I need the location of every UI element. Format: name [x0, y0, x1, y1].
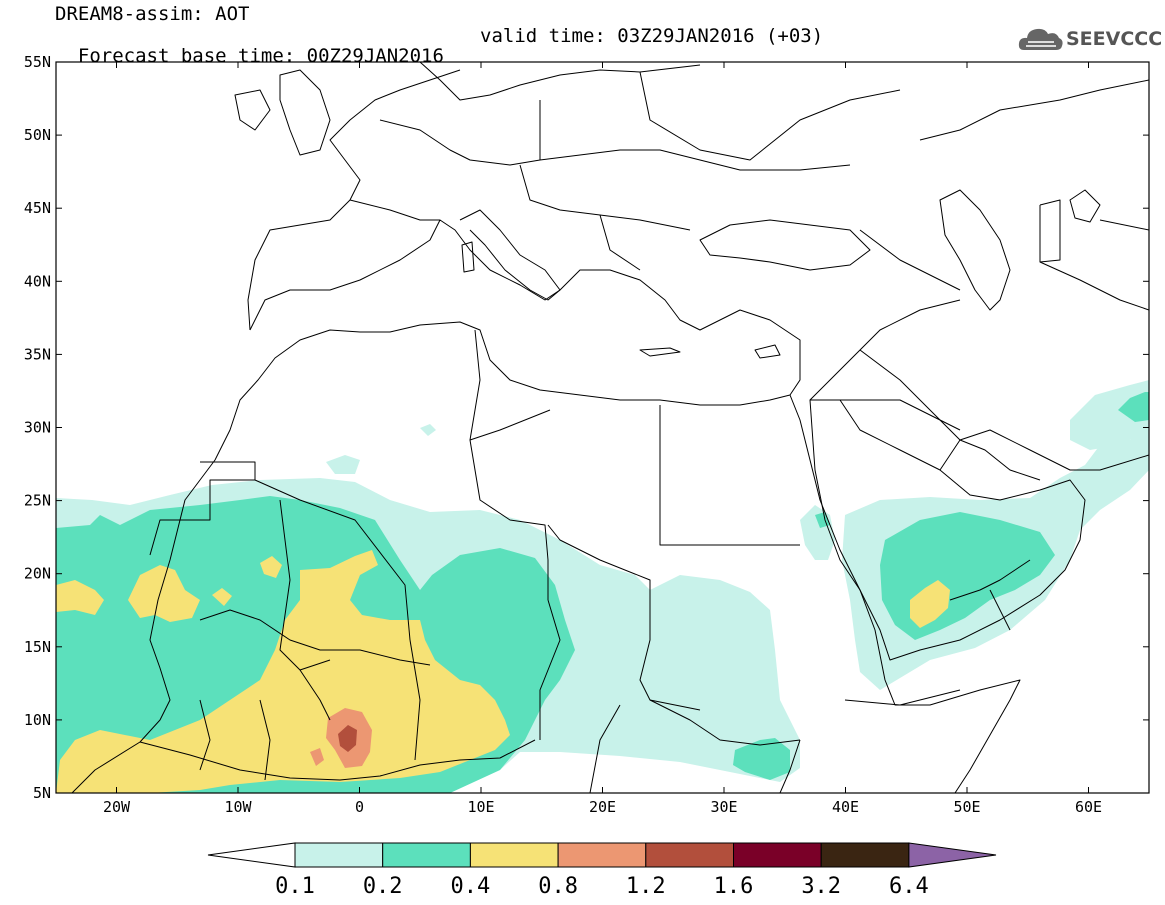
longitude-labels: 20W 10W 0 10E 20E 30E 40E 50E 60E — [103, 798, 1102, 816]
colorbar-swatch-2 — [382, 842, 471, 868]
lat-label-25N: 25N — [24, 492, 51, 510]
colorbar-swatch-1 — [294, 842, 384, 868]
colorbar-label-1.2: 1.2 — [626, 874, 666, 899]
aot-shading — [56, 380, 1149, 793]
lon-label-50E: 50E — [953, 798, 980, 816]
colorbar-label-0.1: 0.1 — [275, 874, 315, 899]
colorbar-swatch-6 — [733, 842, 822, 868]
colorbar-swatch-5 — [645, 842, 734, 868]
colorbar-swatch-7 — [820, 842, 910, 868]
lat-label-45N: 45N — [24, 199, 51, 217]
lon-label-60E: 60E — [1075, 798, 1102, 816]
lon-label-10W: 10W — [224, 798, 252, 816]
lat-label-50N: 50N — [24, 126, 51, 144]
base-time: Forecast base time: 00Z29JAN2016 — [77, 45, 444, 67]
lat-label-40N: 40N — [24, 272, 51, 290]
colorbar-under-arrow — [207, 842, 296, 868]
colorbar-label-0.4: 0.4 — [451, 874, 491, 899]
lat-label-10N: 10N — [24, 711, 51, 729]
colorbar: 0.1 0.2 0.4 0.8 1.2 1.6 3.2 6.4 — [207, 842, 997, 899]
valid-time: valid time: 03Z29JAN2016 (+03) — [480, 25, 824, 47]
logo-text: SEEVCCC — [1066, 28, 1163, 50]
lat-label-30N: 30N — [24, 419, 51, 437]
lon-label-40E: 40E — [832, 798, 859, 816]
lon-label-20W: 20W — [103, 798, 131, 816]
aot-band-0.4-0.8 — [56, 550, 950, 793]
lat-label-35N: 35N — [24, 345, 51, 363]
cloud-icon — [1018, 28, 1063, 50]
lat-label-55N: 55N — [24, 53, 51, 71]
latitude-labels: 55N 50N 45N 40N 35N 30N 25N 20N 15N 10N 5N — [24, 53, 51, 802]
colorbar-label-0.2: 0.2 — [363, 874, 403, 899]
colorbar-label-0.8: 0.8 — [538, 874, 578, 899]
colorbar-label-1.6: 1.6 — [714, 874, 754, 899]
aot-band-1.2-1.6 — [338, 725, 357, 752]
colorbar-label-6.4: 6.4 — [889, 874, 929, 899]
lat-label-5N: 5N — [33, 784, 51, 802]
lon-label-10E: 10E — [467, 798, 494, 816]
colorbar-over-arrow — [908, 842, 997, 868]
lat-label-20N: 20N — [24, 565, 51, 583]
colorbar-label-3.2: 3.2 — [801, 874, 841, 899]
lat-label-15N: 15N — [24, 638, 51, 656]
colorbar-swatch-4 — [557, 842, 647, 868]
seevccc-logo: SEEVCCC — [1018, 22, 1162, 56]
coastlines-and-borders — [71, 62, 1149, 793]
lon-label-0: 0 — [355, 798, 364, 816]
lon-label-20E: 20E — [589, 798, 616, 816]
map-title: DREAM8-assim: AOT — [55, 3, 250, 25]
forecast-times: Forecast base time: 00Z29JAN2016 valid t… — [55, 26, 823, 86]
lon-label-30E: 30E — [710, 798, 737, 816]
axis-ticks — [56, 61, 1149, 794]
colorbar-swatch-3 — [469, 842, 559, 868]
